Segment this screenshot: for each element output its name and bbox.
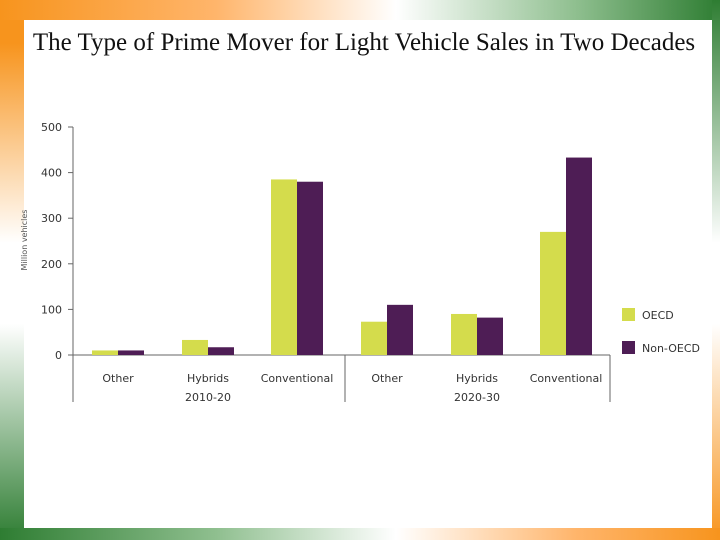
bar-non-oecd-1 [208,347,234,355]
y-tick-label: 200 [41,258,62,271]
x-category-label: Other [102,372,134,385]
legend-label: Non-OECD [642,342,700,355]
x-category-label: Conventional [530,372,603,385]
x-category-label: Hybrids [187,372,229,385]
bar-non-oecd-4 [477,317,503,355]
x-group-label: 2020-30 [454,391,500,404]
bar-oecd-1 [182,339,208,355]
slide-border-top [0,0,720,20]
y-tick-label: 0 [55,349,62,362]
x-category-label: Conventional [261,372,334,385]
x-category-label: Other [371,372,403,385]
legend-swatch-non-oecd [622,341,635,354]
slide-border-bottom [0,528,720,540]
legend-swatch-oecd [622,308,635,321]
bar-oecd-4 [451,313,477,355]
bar-non-oecd-2 [297,181,323,355]
bar-oecd-0 [92,350,118,355]
y-tick-label: 300 [41,212,62,225]
y-tick-label: 500 [41,121,62,134]
y-tick-label: 100 [41,303,62,316]
y-tick-label: 400 [41,167,62,180]
bar-oecd-2 [271,179,297,355]
x-group-label: 2010-20 [185,391,231,404]
x-category-label: Hybrids [456,372,498,385]
bar-oecd-3 [361,321,387,355]
legend-label: OECD [642,309,674,322]
y-axis-label: Million vehicles [20,210,29,271]
slide-border-right [712,0,720,540]
chart-title: The Type of Prime Mover for Light Vehicl… [32,29,696,56]
bar-oecd-5 [540,231,566,355]
slide-content: The Type of Prime Mover for Light Vehicl… [24,20,712,528]
bar-non-oecd-5 [566,157,592,355]
bar-non-oecd-0 [118,350,144,355]
bar-non-oecd-3 [387,304,413,355]
